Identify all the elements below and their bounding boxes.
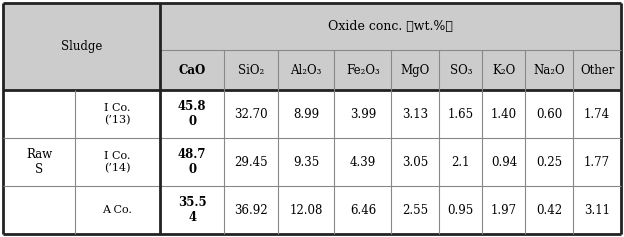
Text: 1.74: 1.74 [584, 108, 610, 120]
Text: A Co.: A Co. [102, 205, 132, 215]
Text: Fe₂O₃: Fe₂O₃ [346, 64, 380, 77]
Text: 48.7
0: 48.7 0 [178, 148, 207, 176]
Text: Na₂O: Na₂O [534, 64, 565, 77]
Text: 45.8
0: 45.8 0 [178, 100, 207, 128]
Text: I Co.
(’13): I Co. (’13) [104, 103, 131, 125]
Text: 12.08: 12.08 [290, 204, 323, 217]
Text: Raw
S: Raw S [26, 148, 52, 176]
Text: 36.92: 36.92 [234, 204, 268, 217]
Text: 0.95: 0.95 [447, 204, 474, 217]
Text: 2.1: 2.1 [452, 155, 470, 169]
Text: 3.05: 3.05 [402, 155, 429, 169]
Text: 32.70: 32.70 [234, 108, 268, 120]
Text: 0.25: 0.25 [536, 155, 562, 169]
Bar [160, 3, 621, 50]
Text: CaO: CaO [178, 64, 206, 77]
Text: SiO₂: SiO₂ [238, 64, 264, 77]
Text: 1.77: 1.77 [584, 155, 610, 169]
Text: 35.5
4: 35.5 4 [178, 196, 207, 224]
Text: K₂O: K₂O [492, 64, 515, 77]
Text: Oxide conc. 【wt.%】: Oxide conc. 【wt.%】 [328, 20, 453, 33]
Text: MgO: MgO [401, 64, 430, 77]
Bar [160, 50, 621, 90]
Text: 9.35: 9.35 [293, 155, 319, 169]
Bar [3, 90, 621, 234]
Text: 0.60: 0.60 [536, 108, 562, 120]
Text: 3.13: 3.13 [402, 108, 428, 120]
Text: Sludge: Sludge [61, 40, 102, 53]
Text: 2.55: 2.55 [402, 204, 428, 217]
Text: 0.42: 0.42 [536, 204, 562, 217]
Text: 4.39: 4.39 [350, 155, 376, 169]
Text: 3.11: 3.11 [584, 204, 610, 217]
Text: 6.46: 6.46 [350, 204, 376, 217]
Text: Other: Other [580, 64, 614, 77]
Text: 1.65: 1.65 [447, 108, 474, 120]
Text: I Co.
(’14): I Co. (’14) [104, 151, 131, 173]
Text: 1.97: 1.97 [491, 204, 517, 217]
Text: 3.99: 3.99 [350, 108, 376, 120]
Text: 8.99: 8.99 [293, 108, 319, 120]
Text: 0.94: 0.94 [491, 155, 517, 169]
Text: SO₃: SO₃ [449, 64, 472, 77]
Text: 1.40: 1.40 [491, 108, 517, 120]
Text: 29.45: 29.45 [234, 155, 268, 169]
Bar [3, 3, 160, 90]
Text: Al₂O₃: Al₂O₃ [290, 64, 322, 77]
